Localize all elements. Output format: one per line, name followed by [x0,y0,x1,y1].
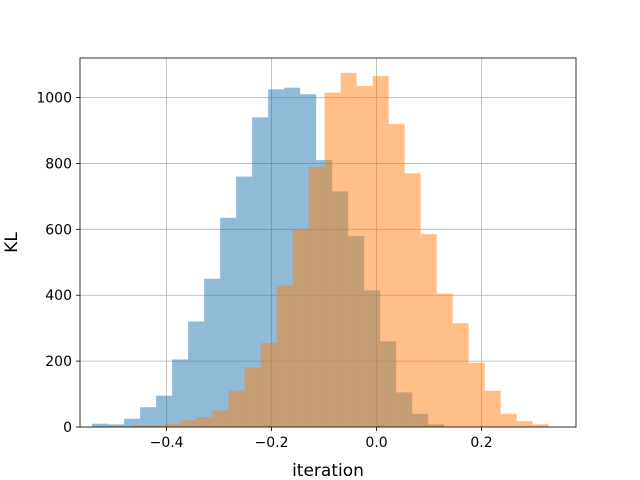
histogram-bar-series-1 [204,278,221,427]
histogram-bar-series-1 [236,176,253,427]
histogram-bar-series-2 [292,229,309,427]
histogram-bar-series-1 [220,217,237,427]
histogram-bar-series-2 [276,285,293,427]
histogram-bar-series-1 [124,418,141,427]
histogram-bar-series-2 [228,390,245,427]
x-axis-label: iteration [292,461,364,480]
y-tick-label: 800 [45,156,72,172]
histogram-bar-series-2 [340,72,357,427]
y-axis-label: KL [2,232,22,253]
y-tick-label: 1000 [36,91,72,107]
histogram-bar-series-1 [92,423,109,427]
x-tick-label: 0.2 [470,435,492,451]
histogram-bar-series-1 [156,395,173,427]
histogram-bar-series-2 [388,123,405,428]
histogram-bar-series-1 [188,321,205,427]
bars-layer [92,72,549,428]
y-tick-label: 0 [63,420,72,436]
ticks-layer: −0.4 −0.2 0.0 0.2 0 200 400 600 800 1000 [36,91,492,451]
histogram-bar-series-2 [260,342,277,427]
histogram-bar-series-2 [244,367,261,427]
histogram-bar-series-2 [212,410,229,427]
histogram-bar-series-2 [404,173,421,427]
histogram-bar-series-2 [324,92,341,427]
y-tick-label: 400 [45,288,72,304]
histogram-bar-series-1 [108,424,125,427]
histogram-bar-series-2 [148,425,165,427]
histogram-bar-series-2 [532,424,549,427]
histogram-bar-series-1 [140,407,157,427]
histogram-bar-series-2 [196,417,213,427]
x-tick-label: −0.2 [255,435,289,451]
histogram-bar-series-2 [500,413,517,427]
x-tick-label: −0.4 [150,435,184,451]
histogram-bar-series-2 [484,390,501,427]
x-tick-label: 0.0 [365,435,387,451]
plot-frame [79,57,577,428]
histogram-bar-series-2 [372,76,389,427]
histogram-bar-series-2 [468,362,485,427]
histogram-bar-series-2 [164,423,181,427]
histogram-bar-series-2 [180,420,197,427]
histogram-bar-series-2 [436,293,453,427]
y-tick-label: 600 [45,222,72,238]
histogram-bar-series-2 [516,421,533,427]
histogram-bar-series-2 [132,425,149,427]
histogram-bar-series-2 [308,166,325,428]
y-tick-label: 200 [45,354,72,370]
histogram-bar-series-2 [356,86,373,428]
histogram-bar-series-2 [452,323,469,427]
histogram-bar-series-1 [172,359,189,427]
histogram-bar-series-2 [420,234,437,427]
